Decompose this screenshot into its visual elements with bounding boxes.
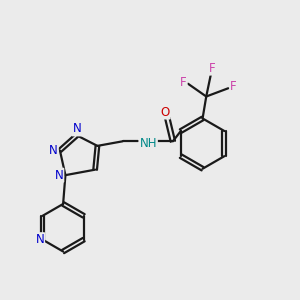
Text: NH: NH: [140, 136, 157, 150]
Text: F: F: [230, 80, 237, 93]
Text: F: F: [180, 76, 187, 89]
Text: F: F: [208, 61, 215, 75]
Text: N: N: [49, 144, 58, 157]
Text: N: N: [55, 169, 63, 182]
Text: O: O: [160, 106, 170, 118]
Text: N: N: [73, 122, 81, 136]
Text: N: N: [35, 233, 44, 246]
